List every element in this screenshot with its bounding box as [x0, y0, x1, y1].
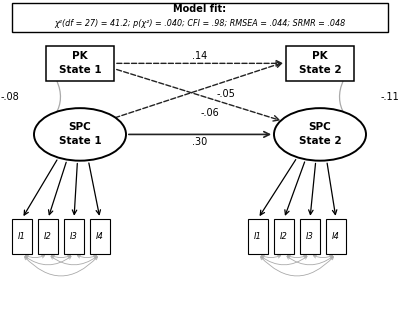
FancyBboxPatch shape — [38, 219, 58, 254]
FancyBboxPatch shape — [46, 45, 114, 81]
FancyBboxPatch shape — [326, 219, 346, 254]
FancyBboxPatch shape — [274, 219, 294, 254]
FancyBboxPatch shape — [12, 219, 32, 254]
FancyBboxPatch shape — [64, 219, 84, 254]
Text: -.05: -.05 — [216, 89, 236, 99]
FancyBboxPatch shape — [300, 219, 320, 254]
Text: I2: I2 — [280, 232, 288, 241]
Text: χ²(df = 27) = 41.2; p(χ²) = .040; CFI = .98; RMSEA = .044; SRMR = .048: χ²(df = 27) = 41.2; p(χ²) = .040; CFI = … — [54, 19, 346, 28]
Text: I3: I3 — [70, 232, 78, 241]
Text: .14: .14 — [192, 51, 208, 61]
FancyBboxPatch shape — [248, 219, 268, 254]
Text: I1: I1 — [18, 232, 26, 241]
Text: I4: I4 — [332, 232, 340, 241]
Text: I3: I3 — [306, 232, 314, 241]
Text: I4: I4 — [96, 232, 104, 241]
Text: SPC
State 1: SPC State 1 — [59, 122, 101, 146]
Text: -.11: -.11 — [381, 92, 399, 102]
Text: I2: I2 — [44, 232, 52, 241]
Text: -.08: -.08 — [1, 92, 19, 102]
FancyBboxPatch shape — [12, 3, 388, 32]
FancyBboxPatch shape — [286, 45, 354, 81]
Text: SPC
State 2: SPC State 2 — [299, 122, 341, 146]
Text: I1: I1 — [254, 232, 262, 241]
Ellipse shape — [34, 108, 126, 161]
Text: PK
State 2: PK State 2 — [299, 51, 341, 75]
Text: .30: .30 — [192, 137, 208, 147]
Text: Model fit:: Model fit: — [174, 4, 226, 14]
Text: -.06: -.06 — [201, 108, 219, 118]
FancyBboxPatch shape — [90, 219, 110, 254]
Text: PK
State 1: PK State 1 — [59, 51, 101, 75]
Ellipse shape — [274, 108, 366, 161]
